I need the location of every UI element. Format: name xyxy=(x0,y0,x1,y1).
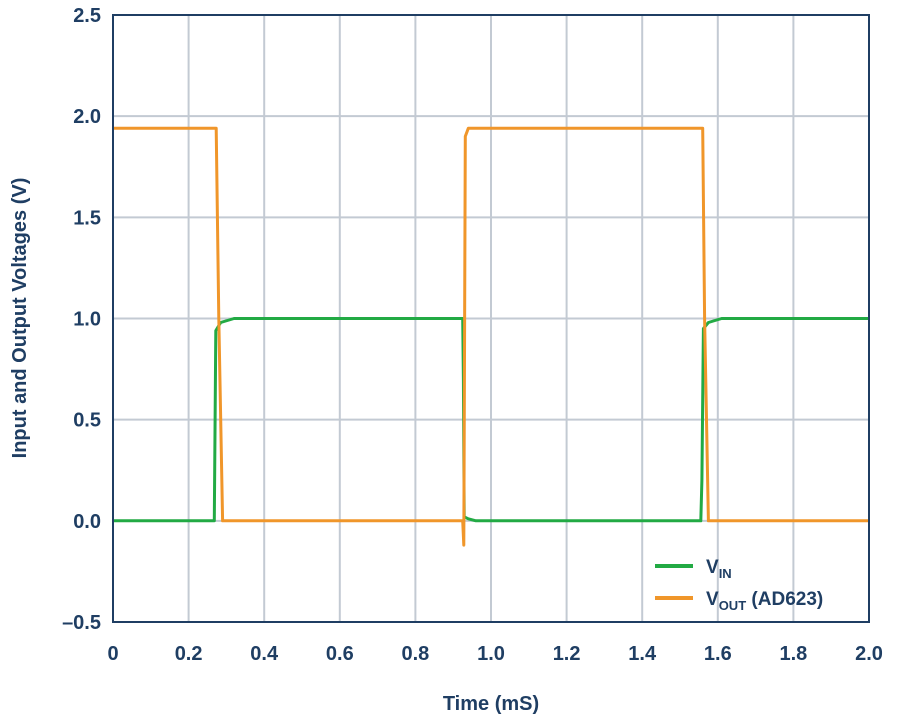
x-axis-title: Time (mS) xyxy=(443,693,539,715)
y-tick-label: 1.0 xyxy=(73,309,101,331)
x-tick-label: 0 xyxy=(107,643,118,665)
plot-frame xyxy=(112,14,870,623)
x-tick-label: 0.6 xyxy=(326,643,354,665)
y-tick-label: 0.5 xyxy=(73,410,101,432)
y-tick-label: 1.5 xyxy=(73,207,101,229)
x-tick-label: 0.2 xyxy=(175,643,203,665)
x-tick-label: 1.0 xyxy=(477,643,505,665)
y-tick-label: 2.0 xyxy=(73,106,101,128)
y-axis-title: Input and Output Voltages (V) xyxy=(9,178,31,459)
legend-label: VOUT (AD623) xyxy=(706,589,823,613)
x-tick-label: 1.2 xyxy=(553,643,581,665)
y-tick-label: 2.5 xyxy=(73,5,101,27)
x-tick-label: 1.8 xyxy=(779,643,807,665)
y-tick-label: –0.5 xyxy=(62,612,101,634)
series-line-vout xyxy=(113,126,869,547)
x-tick-label: 0.4 xyxy=(250,643,279,665)
x-tick-label: 1.4 xyxy=(628,643,657,665)
series-layer xyxy=(113,126,869,547)
legend: VIN VOUT (AD623) xyxy=(655,557,823,613)
legend-label: VIN xyxy=(706,557,732,581)
y-tick-label: 0.0 xyxy=(73,511,101,533)
x-tick-label: 1.6 xyxy=(704,643,732,665)
x-tick-label: 2.0 xyxy=(855,643,883,665)
x-tick-label: 0.8 xyxy=(401,643,429,665)
tick-labels: 0 0.2 0.4 0.6 0.8 1.0 1.2 1.4 1.6 1.8 2.0 2.5 2.0 1.5… xyxy=(62,5,883,665)
